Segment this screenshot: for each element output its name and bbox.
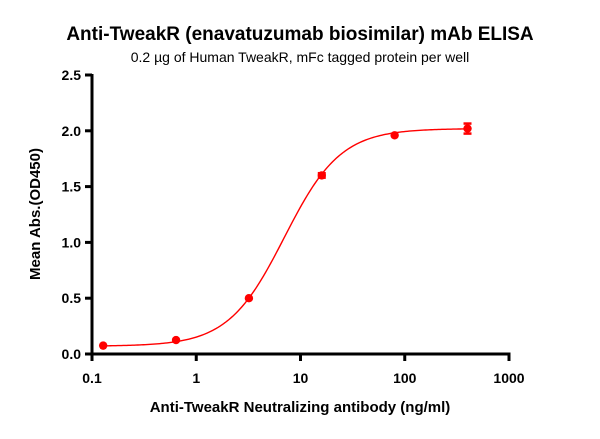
chart-title: Anti-TweakR (enavatuzumab biosimilar) mA… (66, 24, 534, 45)
data-point (171, 335, 181, 345)
y-tick-label: 0.5 (62, 290, 82, 306)
y-tick-label: 0.0 (62, 346, 82, 362)
y-tick-label: 2.0 (62, 123, 82, 139)
x-tick-label: 1 (192, 370, 200, 386)
x-tick-label: 0.1 (82, 370, 102, 386)
data-point (463, 124, 472, 133)
x-tick-label: 100 (393, 370, 417, 386)
chart-subtitle: 0.2 µg of Human TweakR, mFc tagged prote… (131, 49, 470, 65)
fit-curve (103, 128, 468, 347)
data-point (317, 171, 326, 180)
x-axis-label: Anti-TweakR Neutralizing antibody (ng/ml… (150, 399, 451, 416)
y-tick-label: 1.5 (62, 179, 82, 195)
y-tick-label: 1.0 (62, 234, 82, 250)
data-point (98, 341, 108, 350)
x-tick-label: 1000 (493, 370, 524, 386)
y-axis-label: Mean Abs.(OD450) (27, 148, 44, 280)
data-point (244, 294, 254, 303)
data-point (390, 131, 399, 140)
y-tick-label: 2.5 (62, 67, 82, 83)
x-tick-label: 10 (293, 370, 309, 386)
